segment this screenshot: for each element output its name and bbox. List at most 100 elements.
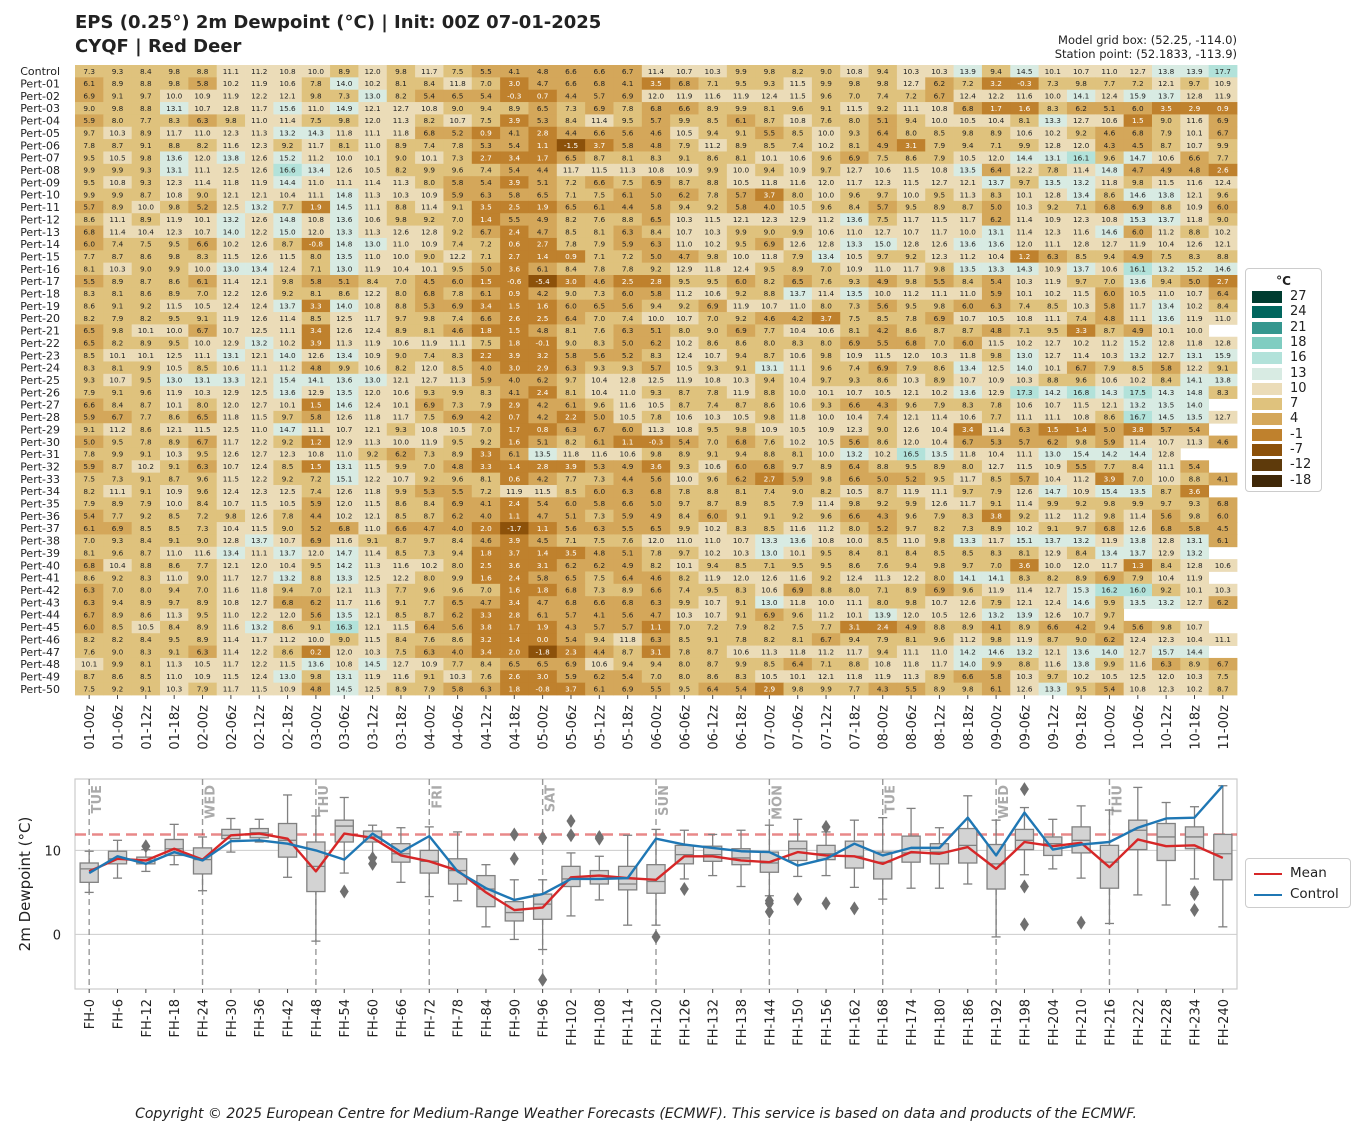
heatmap-cell — [1010, 102, 1040, 115]
heatmap-cell — [471, 237, 501, 251]
heatmap-cell-value: 8.9 — [622, 586, 634, 595]
heatmap-cell-value: 11.1 — [1158, 462, 1174, 471]
heatmap-cell-value: 12.9 — [1158, 549, 1175, 558]
heatmap-cell-value: 8.8 — [168, 141, 180, 150]
heatmap-cell — [528, 151, 558, 165]
heatmap-cell-value: 10.9 — [421, 660, 438, 669]
heatmap-cell — [1180, 89, 1210, 103]
heatmap-cell-value: 3.7 — [508, 549, 520, 558]
heatmap-cell — [755, 102, 784, 115]
heatmap-cell-value: 3.1 — [849, 623, 861, 632]
heatmap-cell-value: 12.4 — [761, 91, 778, 100]
heatmap-column-label: 09-00z — [990, 705, 1005, 750]
heatmap-cell — [160, 299, 189, 313]
heatmap-cell-value: 6.7 — [1217, 660, 1229, 669]
heatmap-cell-value: 9.1 — [112, 388, 124, 397]
heatmap-cell-value: 9.9 — [112, 166, 124, 175]
heatmap-cell-value: 10.1 — [1186, 586, 1202, 595]
heatmap-cell-value: 7.3 — [594, 586, 606, 595]
heatmap-cell-value: 13.3 — [336, 227, 353, 236]
heatmap-cell — [925, 176, 954, 189]
heatmap-cell — [755, 139, 784, 152]
heatmap-cell-value: 3.4 — [508, 598, 520, 607]
heatmap-cell-value: 12.5 — [988, 363, 1004, 372]
heatmap-cell-value: 10.5 — [676, 129, 692, 138]
heatmap-cell-value: 11.0 — [931, 647, 948, 656]
heatmap-cell-value: 10.2 — [818, 141, 834, 150]
heatmap-cell — [925, 89, 954, 103]
colorbar-label: 13 — [1290, 365, 1307, 381]
heatmap-cell-value: 8.9 — [934, 462, 946, 471]
heatmap-cell-value: 11.9 — [1215, 91, 1232, 100]
heatmap-cell-value: 11.3 — [336, 339, 353, 348]
heatmap-cell — [783, 262, 813, 276]
heatmap-cell-value: 8.6 — [395, 499, 407, 508]
heatmap-cell-value: 6.1 — [83, 524, 95, 533]
heatmap-cell-value: 12.5 — [223, 166, 239, 175]
heatmap-cell-value: 6.3 — [622, 227, 634, 236]
heatmap-cell-value: 13.9 — [960, 67, 977, 76]
heatmap-cell-value: 8.8 — [1189, 474, 1201, 483]
heatmap-cell-value: 11.2 — [818, 524, 834, 533]
heatmap-cell-value: -0.3 — [507, 91, 522, 100]
heatmap-cell-value: 11.8 — [761, 252, 778, 261]
heatmap-cell-value: 10.1 — [138, 326, 154, 335]
heatmap-cell-value: 6.9 — [622, 684, 634, 693]
heatmap-cell-value: 12.6 — [903, 425, 920, 434]
heatmap-cell-value: 11.9 — [676, 91, 693, 100]
heatmap-cell-value: 9.4 — [905, 116, 917, 125]
heatmap-cell — [840, 213, 869, 226]
heatmap-cell-value: 5.9 — [83, 462, 95, 471]
heatmap-cell-value: 2.5 — [508, 203, 520, 212]
heatmap-cell-value: 5.6 — [877, 301, 889, 310]
heatmap-cell-value: 10.3 — [1016, 203, 1033, 212]
heatmap-cell-value: 9.8 — [225, 511, 237, 520]
heatmap-cell-value: 11.0 — [620, 388, 637, 397]
heatmap-cell — [1038, 163, 1068, 177]
x-tick-label: FH-186 — [962, 999, 977, 1046]
heatmap-row-label: Pert-06 — [20, 139, 60, 152]
heatmap-cell-value: 13.7 — [1130, 549, 1147, 558]
heatmap-cell-value: 7.4 — [792, 141, 804, 150]
heatmap-cell-value: 8.6 — [877, 437, 889, 446]
heatmap-cell-value: 10.2 — [1186, 301, 1202, 310]
heatmap-cell-value: 8.7 — [1217, 684, 1229, 693]
heatmap-cell-value: 8.3 — [83, 363, 95, 372]
heatmap-cell-value: 9.3 — [594, 363, 606, 372]
heatmap-cell-value: 9.1 — [140, 474, 152, 483]
heatmap-cell — [1180, 163, 1210, 177]
heatmap-cell-value: 12.0 — [223, 400, 240, 409]
heatmap-cell-value: 8.8 — [1047, 376, 1059, 385]
heatmap-cell-value: 11.6 — [393, 561, 410, 570]
heatmap-cell — [868, 65, 898, 78]
heatmap-column-label: 03-18z — [395, 705, 410, 750]
heatmap-cell-value: 4.0 — [452, 647, 464, 656]
heatmap-cell-value: 8.7 — [1047, 635, 1059, 644]
heatmap-cell — [755, 275, 784, 288]
heatmap-cell-value: 3.0 — [537, 672, 549, 681]
heatmap-cell — [216, 65, 246, 78]
heatmap-cell — [103, 287, 133, 301]
heatmap-cell-value: 9.5 — [679, 277, 691, 286]
heatmap-cell — [811, 213, 841, 226]
heatmap-cell-value: 11.0 — [846, 227, 863, 236]
heatmap-cell-value: 12.8 — [903, 240, 920, 249]
heatmap-cell — [301, 114, 331, 128]
heatmap-cell — [896, 213, 926, 226]
heatmap-cell-value: 6.9 — [452, 413, 464, 422]
heatmap-cell-value: 9.5 — [679, 684, 691, 693]
heatmap-cell-value: 12.2 — [393, 573, 409, 582]
heatmap-cell-value: 10.2 — [138, 462, 154, 471]
heatmap-cell-value: 7.5 — [877, 215, 889, 224]
heatmap-cell — [585, 188, 614, 202]
heatmap-cell-value: 9.8 — [707, 252, 719, 261]
heatmap-cell-value: 6.9 — [423, 400, 435, 409]
heatmap-cell-value: 9.9 — [1104, 598, 1116, 607]
heatmap-cell — [698, 262, 728, 276]
heatmap-cell-value: 9.9 — [707, 166, 719, 175]
heatmap-cell — [925, 225, 954, 239]
heatmap-cell-value: 13.5 — [1130, 487, 1146, 496]
heatmap-cell — [670, 77, 699, 91]
heatmap-cell — [103, 213, 133, 226]
heatmap-row-label: Pert-35 — [20, 498, 60, 511]
